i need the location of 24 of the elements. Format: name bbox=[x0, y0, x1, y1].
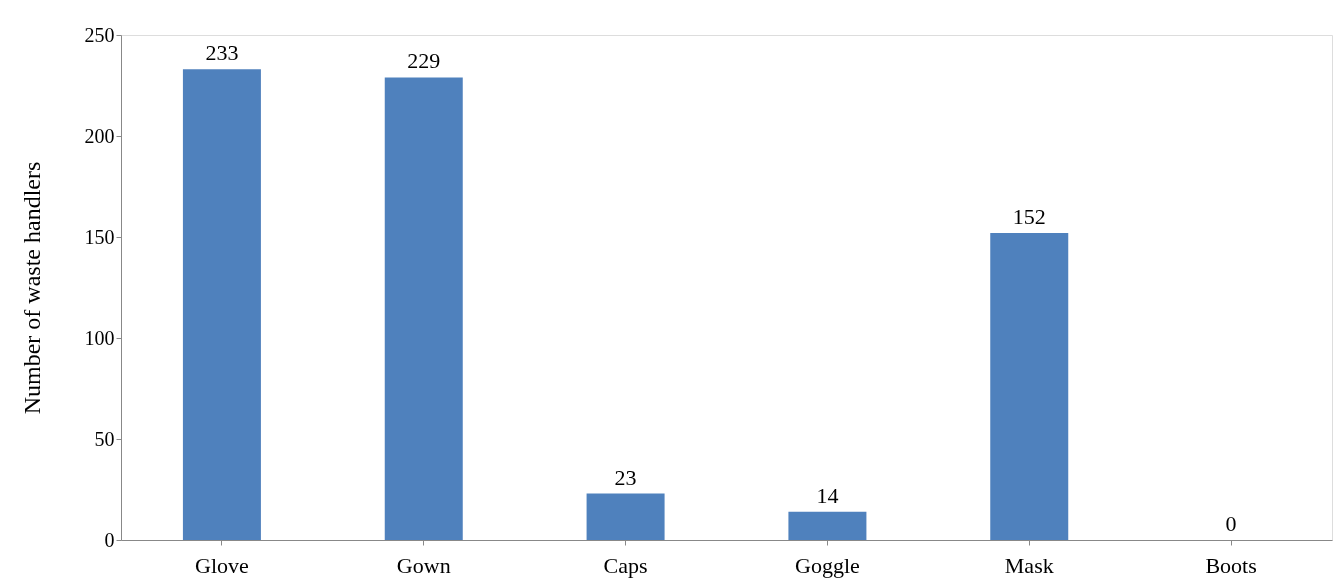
data-label: 23 bbox=[614, 464, 637, 490]
y-tick-label: 50 bbox=[94, 427, 115, 450]
y-tick-label: 150 bbox=[84, 225, 115, 248]
data-label: 233 bbox=[205, 40, 239, 66]
y-axis-title: Number of waste handlers bbox=[18, 161, 45, 415]
y-tick-label: 100 bbox=[84, 326, 115, 349]
bar bbox=[990, 232, 1069, 540]
x-tick-label: Caps bbox=[603, 552, 648, 578]
y-tick-label: 0 bbox=[104, 528, 115, 551]
x-tick-label: Goggle bbox=[795, 552, 860, 578]
data-label: 0 bbox=[1225, 511, 1237, 536]
y-tick-label: 200 bbox=[84, 124, 115, 147]
bar bbox=[182, 69, 261, 540]
data-label: 14 bbox=[816, 482, 839, 508]
x-tick-label: Gown bbox=[396, 552, 451, 578]
data-label: 229 bbox=[407, 48, 441, 74]
x-tick-label: Mask bbox=[1004, 552, 1054, 578]
data-label: 152 bbox=[1012, 203, 1046, 229]
x-tick-label: Glove bbox=[195, 552, 249, 578]
bar bbox=[788, 511, 867, 540]
bar bbox=[586, 493, 665, 540]
x-tick-label: Boots bbox=[1205, 552, 1257, 578]
bar bbox=[384, 77, 463, 540]
y-tick-label: 250 bbox=[84, 23, 115, 46]
